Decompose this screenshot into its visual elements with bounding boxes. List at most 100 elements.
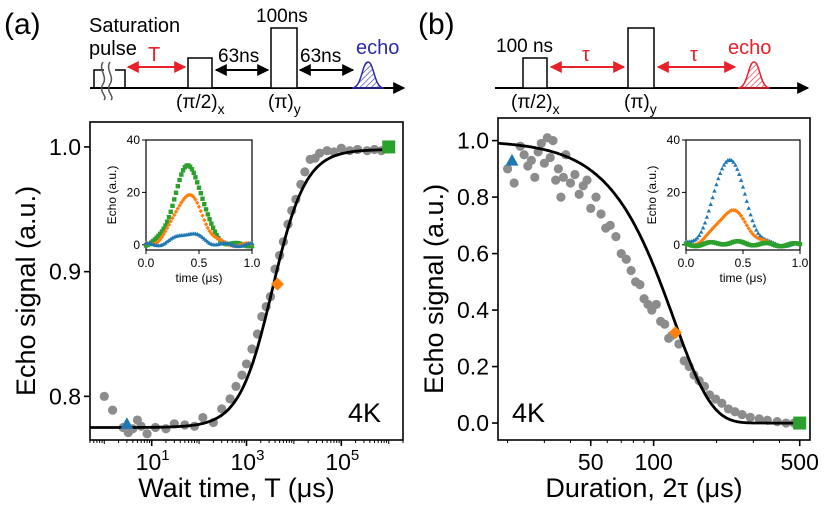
inset-y-tick-label: 40 bbox=[127, 133, 141, 147]
pi-label: (π)y bbox=[268, 92, 301, 117]
inset-x-tick-label: 0.5 bbox=[191, 256, 208, 270]
inset-point bbox=[209, 221, 214, 226]
inset-point bbox=[716, 220, 721, 225]
inset-point bbox=[210, 225, 216, 231]
y-tick-label: 0.0 bbox=[457, 410, 489, 436]
inset-point bbox=[189, 167, 195, 172]
data-point bbox=[565, 178, 576, 188]
inset-point bbox=[205, 225, 211, 231]
pi-half-subscript: x bbox=[218, 101, 225, 117]
fit-curve bbox=[90, 148, 394, 429]
inset-chart: 0 20 40 0.0 0.5 1.0 time (μs) Echo (a.u.) bbox=[645, 133, 809, 285]
panel-a-label: (a) bbox=[4, 8, 41, 41]
inset-point bbox=[740, 184, 746, 189]
inset-point bbox=[718, 218, 723, 223]
x-tick-label: 50 bbox=[578, 449, 604, 475]
inset-point bbox=[198, 191, 203, 196]
inset-x-tick-label: 0.5 bbox=[735, 256, 752, 270]
inset-point bbox=[175, 183, 180, 189]
inset-point bbox=[179, 200, 184, 205]
inset-point bbox=[198, 208, 203, 214]
inset-x-label: time (μs) bbox=[720, 271, 767, 285]
inset-point bbox=[729, 208, 734, 213]
inset-point bbox=[738, 177, 744, 182]
tau-label-2: τ bbox=[690, 44, 698, 66]
x-tick-label: 500 bbox=[781, 449, 819, 475]
inset-point bbox=[187, 164, 193, 169]
data-point bbox=[231, 381, 241, 391]
data-point bbox=[300, 167, 310, 177]
inset-point bbox=[161, 232, 166, 237]
x-tick-exponent: 1 bbox=[161, 447, 169, 464]
pi-half-text: (π/2) bbox=[176, 92, 218, 113]
inset-point bbox=[797, 241, 803, 247]
saturation-label-line2: pulse bbox=[89, 38, 137, 60]
inset-point bbox=[754, 234, 759, 240]
inset-point bbox=[700, 225, 706, 230]
inset-point bbox=[173, 190, 179, 195]
inset-point bbox=[700, 237, 706, 242]
inset-y-label: Echo (a.u.) bbox=[645, 166, 659, 225]
inset-point bbox=[203, 207, 209, 212]
data-point bbox=[737, 409, 747, 420]
inset-point bbox=[744, 223, 749, 228]
inset-series-blue bbox=[143, 231, 255, 249]
data-point bbox=[558, 172, 568, 182]
y-axis-label: Echo signal (a.u.) bbox=[11, 186, 41, 396]
inset-chart: 0 20 40 0.0 0.5 1.0 time (μs) Echo (a.u.) bbox=[105, 133, 261, 285]
inset-point bbox=[719, 166, 725, 171]
y-tick-label: 0.8 bbox=[457, 184, 489, 210]
panel-b-label: (b) bbox=[418, 8, 455, 41]
y-tick-label: 0.9 bbox=[49, 259, 81, 285]
data-point bbox=[225, 394, 235, 404]
data-point bbox=[237, 370, 247, 380]
inset-point bbox=[196, 204, 202, 209]
inset-x-tick-label: 1.0 bbox=[244, 256, 261, 270]
inset-point bbox=[752, 233, 757, 238]
inset-point bbox=[172, 197, 177, 202]
inset-point bbox=[166, 222, 172, 227]
data-point bbox=[336, 143, 346, 153]
data-point bbox=[247, 344, 257, 354]
inset-point bbox=[725, 210, 730, 215]
inset-point bbox=[710, 195, 715, 200]
inset-point bbox=[754, 227, 759, 232]
inset-point bbox=[746, 205, 751, 210]
data-point bbox=[621, 254, 631, 264]
inset-point bbox=[742, 219, 748, 225]
inset-point bbox=[714, 182, 719, 187]
saturation-label-line1: Saturation bbox=[89, 15, 180, 37]
x-tick-label: 100 bbox=[634, 449, 672, 475]
pi-half-subscript-b: x bbox=[553, 101, 560, 117]
inset-point bbox=[756, 230, 761, 235]
inset-point bbox=[168, 219, 173, 224]
pi-half-label: (π/2)x bbox=[176, 92, 225, 117]
inset-point bbox=[203, 222, 209, 227]
marker-orange-diamond bbox=[270, 277, 284, 291]
data-point bbox=[539, 158, 549, 168]
inset-point bbox=[179, 172, 184, 177]
inset-point bbox=[708, 228, 713, 233]
marker-green-square bbox=[793, 416, 807, 430]
data-point bbox=[553, 164, 563, 174]
inset-point bbox=[165, 225, 170, 231]
inset-point bbox=[710, 226, 715, 231]
data-point bbox=[142, 429, 152, 439]
data-point bbox=[582, 175, 592, 185]
inset-point bbox=[163, 229, 168, 234]
inset-point bbox=[742, 191, 748, 196]
inset-point bbox=[702, 220, 708, 225]
inset-point bbox=[735, 166, 740, 171]
inset-point bbox=[744, 198, 749, 203]
inset-point bbox=[159, 234, 165, 240]
pi-half-label-b: (π/2)x bbox=[511, 92, 560, 117]
data-point bbox=[730, 407, 740, 417]
inset-y-tick-label: 0 bbox=[673, 238, 680, 252]
inset-point bbox=[691, 238, 696, 243]
temperature-annotation: 4K bbox=[348, 398, 381, 428]
data-point bbox=[574, 189, 584, 199]
inset-point bbox=[719, 216, 725, 221]
inset-point bbox=[170, 215, 175, 221]
y-tick-label: 1.0 bbox=[457, 128, 489, 154]
